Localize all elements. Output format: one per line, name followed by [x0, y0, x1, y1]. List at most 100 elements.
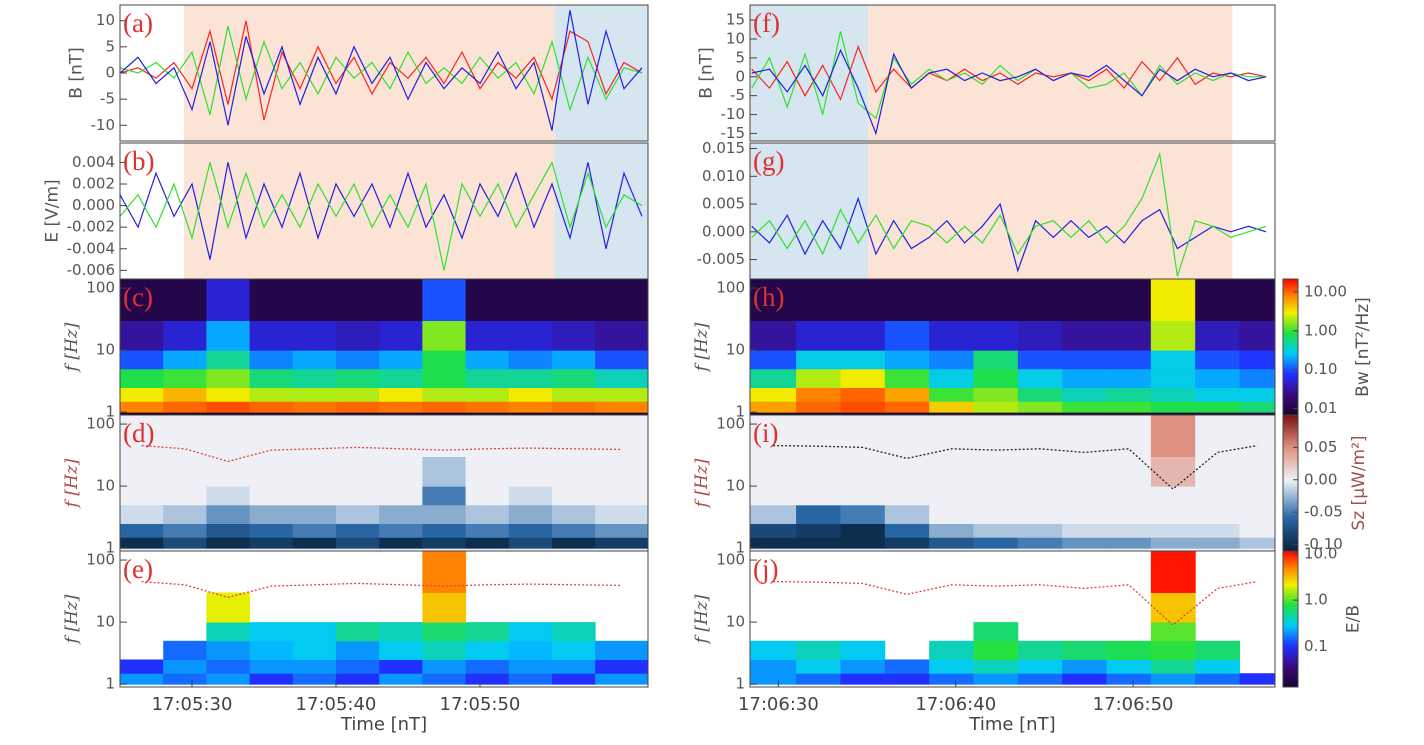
heat-cell — [335, 415, 380, 458]
heat-cell — [292, 523, 337, 538]
colorbar — [1282, 278, 1299, 416]
y-tick-label: -10 — [721, 105, 746, 123]
heat-cell — [1017, 320, 1063, 351]
x-tick-label: 17:06:50 — [1093, 694, 1174, 715]
heat-cell — [929, 537, 974, 549]
y-tick-label: 10 — [96, 11, 115, 29]
heat-cell — [379, 537, 423, 549]
heat-cell — [595, 387, 648, 402]
shaded-interval — [867, 143, 1233, 279]
y-tick-label: 0 — [105, 64, 115, 82]
heat-cell — [1106, 279, 1152, 322]
heat-cell — [1062, 279, 1108, 322]
heat-cell — [595, 673, 648, 685]
heat-cell — [292, 622, 337, 642]
heat-cell — [465, 504, 510, 524]
heat-cell — [840, 659, 886, 674]
colorbar-label: Bw [nT²/Hz] — [1353, 297, 1373, 397]
y-tick-label: 100 — [716, 279, 745, 297]
heat-cell — [973, 279, 1019, 322]
heat-cell — [335, 279, 380, 322]
y-axis-label: f [Hz] — [62, 594, 82, 645]
colorbar-tick-label: -0.10 — [1304, 535, 1343, 553]
heat-cell — [973, 401, 1019, 413]
heat-cell — [422, 350, 467, 370]
heat-cell — [422, 523, 467, 538]
heat-cell — [1106, 387, 1152, 402]
heat-cell — [1150, 622, 1196, 642]
heat-cell — [379, 401, 423, 413]
series-line — [120, 162, 643, 260]
heat-cell — [551, 486, 596, 506]
heat-cell — [750, 504, 797, 524]
heat-cell — [796, 537, 841, 549]
heat-cell — [335, 640, 380, 660]
heat-cell — [929, 486, 974, 506]
heat-cell — [1150, 551, 1196, 594]
heat-cell — [1239, 523, 1275, 538]
heat-cell — [1062, 350, 1108, 370]
heat-cell — [206, 320, 251, 351]
heat-cell — [1150, 320, 1196, 351]
panel-label: (e) — [123, 554, 153, 584]
y-tick-label: 0.000 — [72, 196, 115, 214]
heat-cell — [335, 320, 380, 351]
y-tick-label: -15 — [721, 124, 746, 142]
heat-cell — [1106, 350, 1152, 370]
y-tick-label: 10 — [726, 477, 745, 495]
heat-cell — [465, 350, 510, 370]
heat-cell — [249, 387, 294, 402]
heat-cell — [750, 659, 797, 674]
heat-cell — [508, 401, 553, 413]
heat-cell — [335, 368, 380, 388]
heat-cell — [422, 456, 467, 487]
heat-cell — [1150, 387, 1196, 402]
heat-cell — [750, 415, 797, 458]
heat-cell — [249, 401, 294, 413]
heat-cell — [1239, 279, 1275, 322]
heat-cell — [508, 415, 553, 458]
shaded-interval — [554, 143, 648, 279]
panel — [750, 551, 1275, 687]
heat-cell — [249, 622, 294, 642]
heat-cell — [120, 504, 164, 524]
shaded-interval — [867, 5, 1233, 141]
heat-cell — [163, 456, 207, 487]
heat-cell — [508, 622, 553, 642]
heat-cell — [120, 401, 164, 413]
heat-cell — [508, 279, 553, 322]
heat-cell — [1195, 320, 1241, 351]
heat-cell — [465, 523, 510, 538]
series-line — [751, 196, 1267, 273]
heat-cell — [335, 659, 380, 674]
heat-cell — [840, 279, 886, 322]
heat-cell — [508, 640, 553, 660]
heat-cell — [840, 350, 886, 370]
heat-cell — [973, 456, 1019, 487]
y-tick-label: -10 — [91, 116, 116, 134]
heat-cell — [1062, 320, 1108, 351]
y-axis-label: f [Hz] — [692, 594, 712, 645]
heat-cell — [163, 368, 207, 388]
heat-cell — [595, 320, 648, 351]
y-tick-label: 100 — [86, 551, 115, 569]
heat-cell — [1106, 415, 1152, 458]
x-tick-label: 17:05:40 — [296, 694, 377, 715]
heat-cell — [1062, 368, 1108, 388]
heat-cell — [1195, 659, 1241, 674]
x-tick-label: 17:06:40 — [915, 694, 996, 715]
heat-cell — [595, 523, 648, 538]
heat-cell — [206, 622, 251, 642]
heat-cell — [508, 659, 553, 674]
x-axis-label: Time [nT] — [968, 714, 1055, 735]
heat-cell — [292, 659, 337, 674]
y-tick-label: 0.002 — [72, 175, 115, 193]
heat-cell — [1062, 659, 1108, 674]
heat-cell — [163, 415, 207, 458]
y-tick-label: 100 — [86, 415, 115, 433]
heat-cell — [422, 401, 467, 413]
heat-cell — [1017, 387, 1063, 402]
series-line — [120, 160, 643, 271]
colorbar-label: Sz [μW/m²] — [1349, 435, 1369, 530]
heat-cell — [551, 387, 596, 402]
